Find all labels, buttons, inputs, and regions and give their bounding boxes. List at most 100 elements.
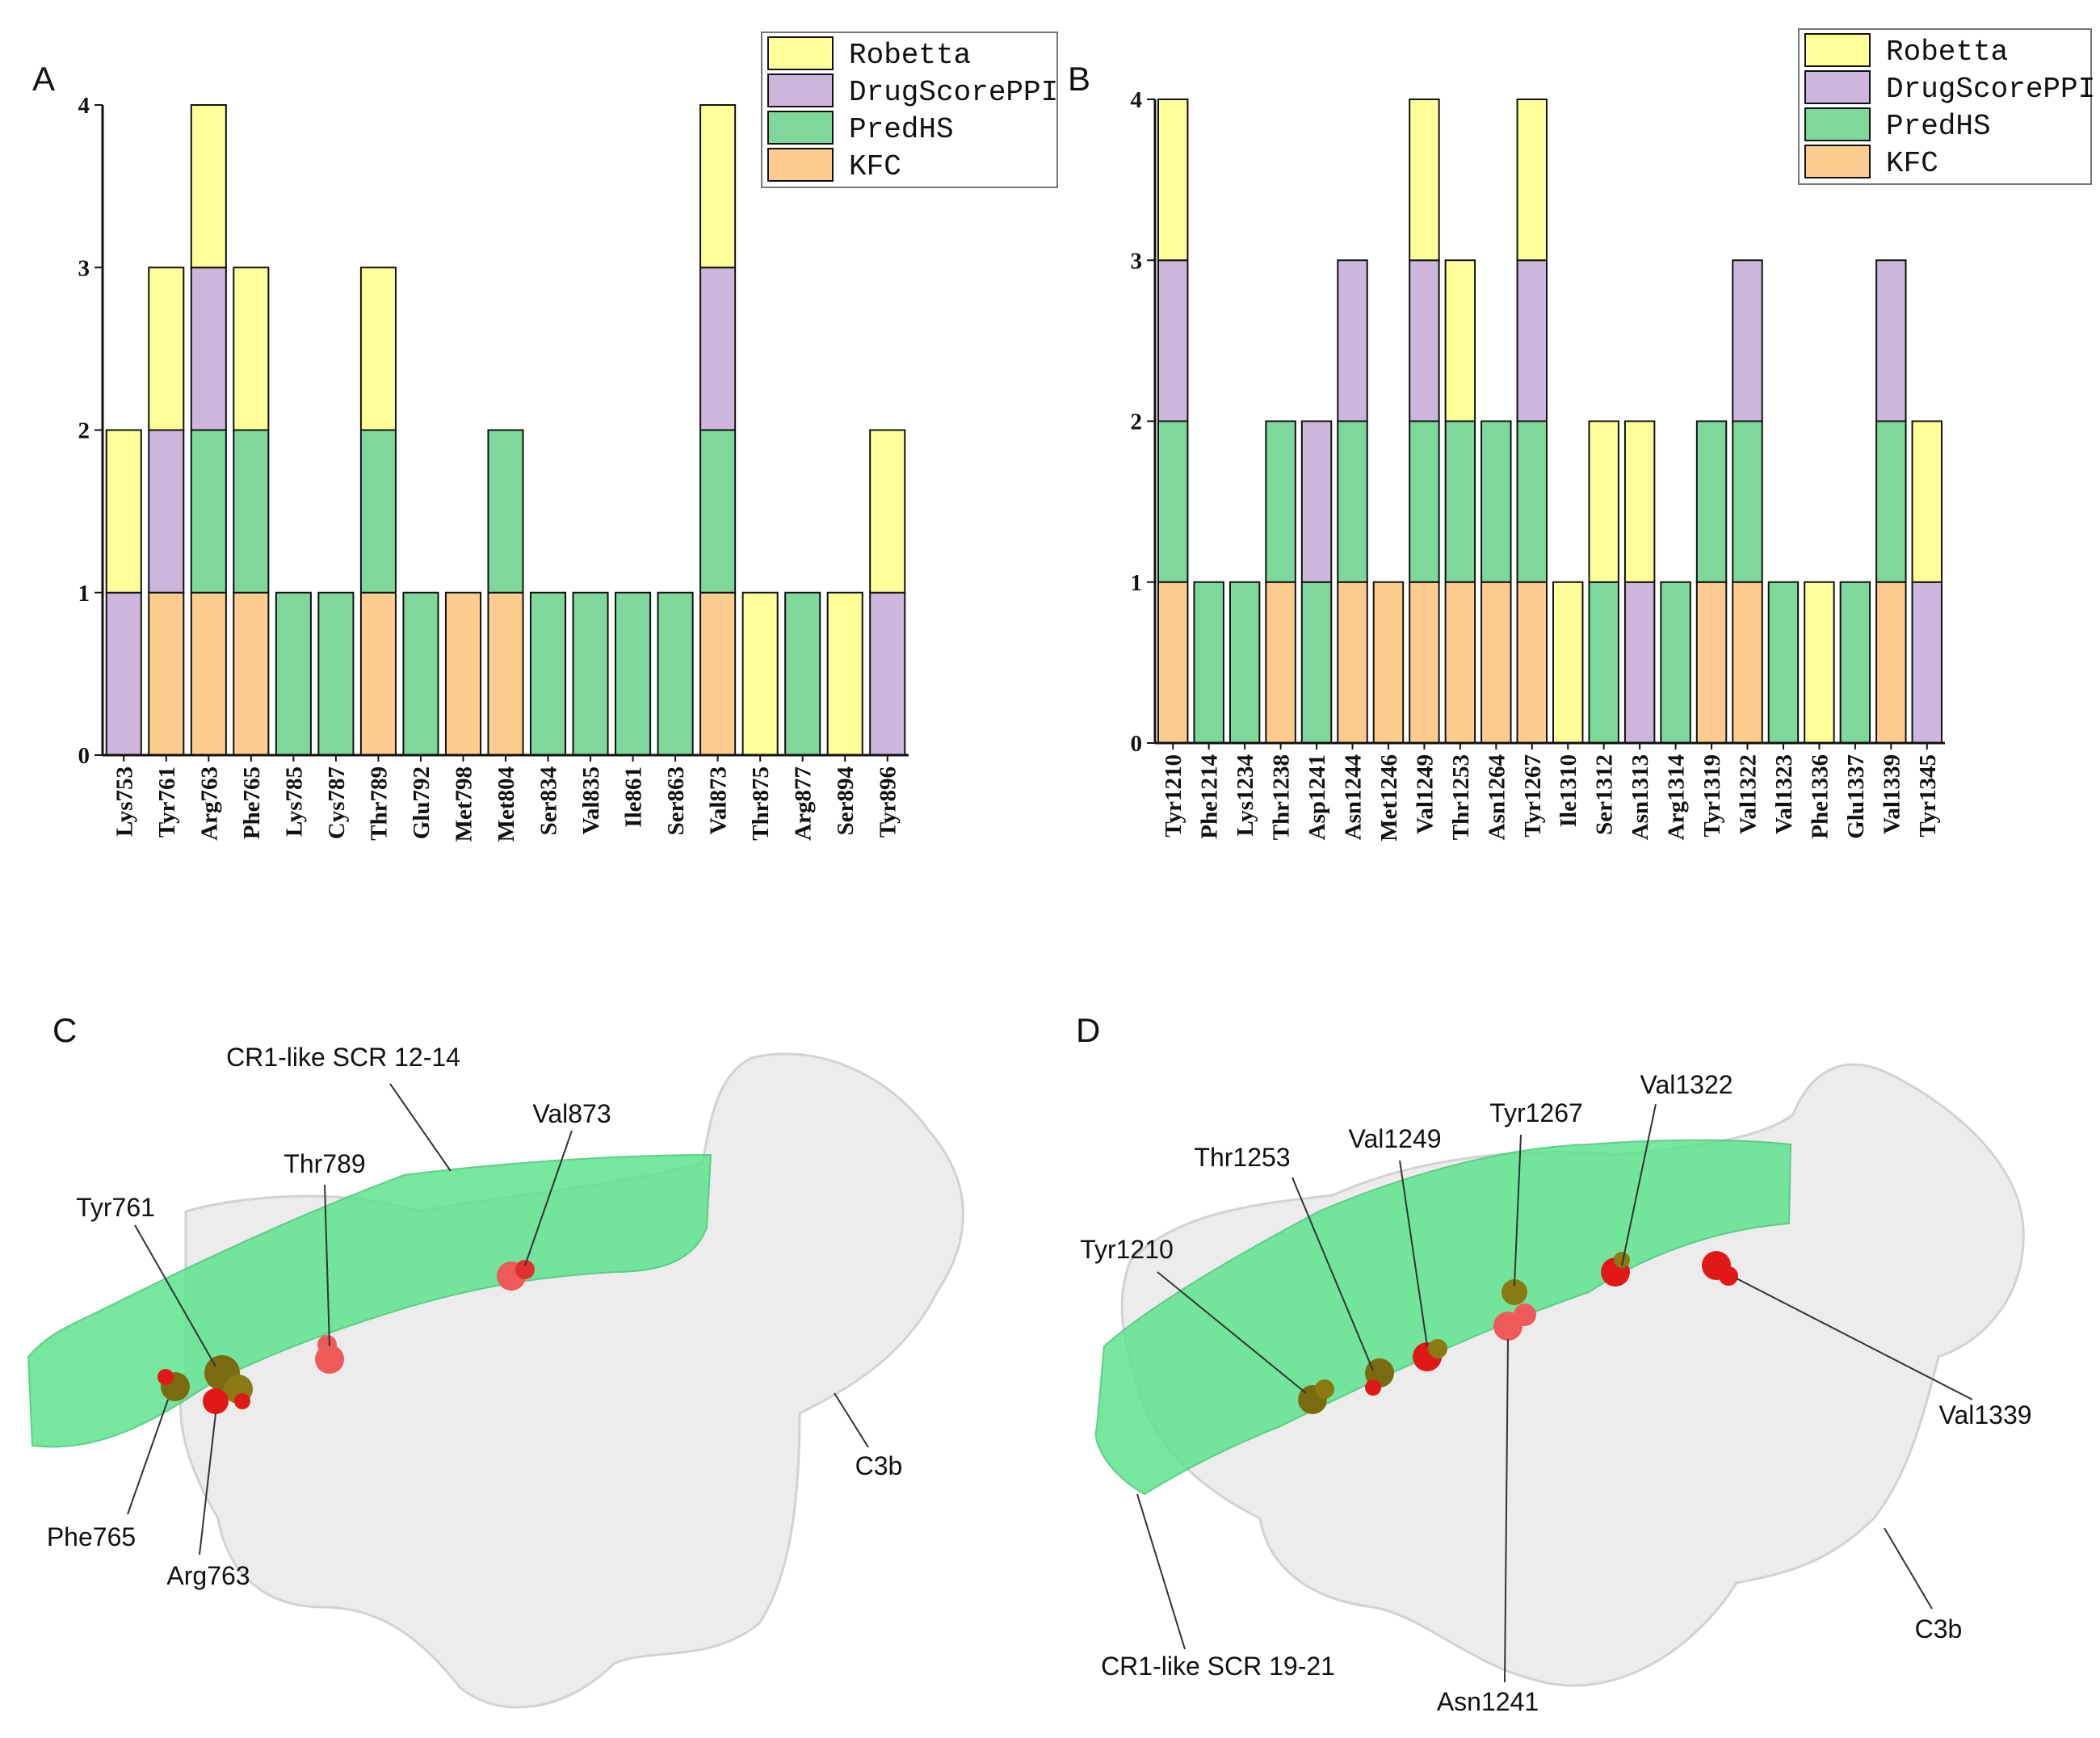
bar-segment-robetta bbox=[359, 267, 397, 431]
bar-segment-kfc bbox=[1732, 581, 1763, 744]
structure-panel-c: CR1-like SCR 12-14 Val873 Thr789 Tyr761 … bbox=[27, 1043, 964, 1709]
bar-segment-robetta bbox=[1588, 420, 1619, 583]
residue-label: Val873 bbox=[532, 1099, 611, 1128]
leader-line bbox=[134, 1224, 216, 1367]
cr1-scr-19-21-surface bbox=[1094, 1139, 1792, 1496]
legend-label: Robetta bbox=[849, 39, 971, 72]
bar-segment-predhs bbox=[1732, 420, 1763, 583]
bar-segment-drugscoreppi bbox=[1516, 259, 1548, 422]
leader-line bbox=[1736, 1278, 1973, 1400]
leader-line bbox=[1884, 1527, 1933, 1610]
residue-label: Thr1253 bbox=[1194, 1143, 1290, 1172]
bar-segment-kfc bbox=[1516, 581, 1548, 744]
leader-line bbox=[1504, 1338, 1509, 1683]
leader-line bbox=[127, 1399, 169, 1515]
x-tick-label: Thr1238 bbox=[1269, 754, 1295, 840]
bar-segment-robetta bbox=[826, 591, 863, 756]
legend-swatch-kfc bbox=[767, 148, 834, 182]
x-tick-label: Tyr1267 bbox=[1520, 754, 1546, 838]
x-tick-label: Tyr1345 bbox=[1915, 754, 1941, 838]
bar-segment-predhs bbox=[615, 591, 652, 756]
bar-segment-drugscoreppi bbox=[1732, 259, 1763, 422]
residue-spheres bbox=[1298, 1251, 1738, 1414]
panel-label-a: A bbox=[32, 60, 55, 98]
x-tick-label: Glu792 bbox=[409, 766, 435, 839]
x-tick-label: Ser834 bbox=[536, 766, 562, 835]
x-tick-label: Thr1253 bbox=[1448, 754, 1474, 840]
residue-label: Tyr761 bbox=[76, 1193, 155, 1222]
leader-line bbox=[834, 1392, 869, 1448]
bar-segment-kfc bbox=[148, 591, 185, 756]
leader-line bbox=[1157, 1271, 1307, 1394]
bar-segment-predhs bbox=[1157, 420, 1189, 583]
y-tick-label: 0 bbox=[1131, 731, 1143, 757]
bar-segment-predhs bbox=[1695, 420, 1728, 583]
x-tick-label: Tyr896 bbox=[876, 766, 901, 838]
y-tick-label: 1 bbox=[78, 581, 90, 607]
x-tick-label: Asn1264 bbox=[1484, 754, 1510, 840]
legend-swatch-drugscoreppi bbox=[1804, 70, 1871, 104]
y-tick-label: 3 bbox=[78, 255, 90, 281]
x-tick-label: Met804 bbox=[494, 766, 519, 842]
structure-panel-d: Thr1253 Val1249 Tyr1267 Val1322 Tyr1210 … bbox=[1080, 1063, 2032, 1716]
leader-line bbox=[1399, 1160, 1428, 1347]
legend-label: Robetta bbox=[1886, 36, 2008, 69]
bar-segment-robetta bbox=[148, 267, 185, 431]
bar-segment-kfc bbox=[190, 591, 227, 756]
bar-segment-predhs bbox=[784, 591, 821, 756]
legend-swatch-robetta bbox=[1804, 33, 1871, 67]
bar-segment-predhs bbox=[190, 429, 227, 594]
x-tick-label: Lys785 bbox=[281, 766, 307, 837]
legend-label: DrugScorePPI bbox=[1886, 73, 2095, 106]
x-tick-label: Phe765 bbox=[239, 766, 265, 839]
bar-segment-predhs bbox=[317, 591, 355, 756]
y-tick-label: 2 bbox=[1131, 409, 1143, 435]
bar-segment-kfc bbox=[359, 591, 397, 756]
bar-segment-kfc bbox=[233, 591, 270, 756]
bar-segment-predhs bbox=[1839, 581, 1871, 744]
bar-segment-drugscoreppi bbox=[1623, 581, 1656, 744]
residue-label: Val1339 bbox=[1938, 1400, 2031, 1429]
chart-a: Lys753 Tyr761 Arg763 Phe765 Lys785 Cys787 Thr7… bbox=[78, 31, 1058, 842]
panel-label-b: B bbox=[1068, 60, 1090, 98]
leader-line bbox=[1136, 1493, 1186, 1650]
y-tick-label: 3 bbox=[1131, 248, 1143, 274]
x-tick-label: Asn1244 bbox=[1341, 754, 1367, 840]
bar-segment-drugscoreppi bbox=[1911, 581, 1942, 744]
leader-line bbox=[524, 1130, 573, 1266]
x-tick-label: Lys1234 bbox=[1233, 754, 1258, 837]
bar-segment-drugscoreppi bbox=[148, 429, 185, 594]
panel-label-d: D bbox=[1076, 1011, 1100, 1049]
residue-label: Asn1241 bbox=[1437, 1687, 1539, 1716]
bar-segment-predhs bbox=[1337, 420, 1368, 583]
bar-segment-predhs bbox=[275, 591, 312, 756]
bar-segment-predhs bbox=[1300, 581, 1333, 744]
bar-segment-drugscoreppi bbox=[1300, 420, 1333, 583]
bar-segment-predhs bbox=[529, 591, 567, 756]
x-tick-label: Ser863 bbox=[663, 766, 689, 835]
residue-label: Phe765 bbox=[47, 1522, 136, 1551]
bar-segment-predhs bbox=[699, 429, 737, 594]
bar-segment-predhs bbox=[657, 591, 694, 756]
bar-segment-predhs bbox=[572, 591, 609, 756]
bar-segment-drugscoreppi bbox=[869, 591, 906, 756]
x-tick-label: Ile861 bbox=[621, 766, 647, 828]
x-tick-label: Val1322 bbox=[1736, 754, 1762, 834]
x-tick-label: Ser894 bbox=[833, 766, 859, 835]
y-tick-label: 4 bbox=[78, 93, 90, 119]
residue-spheres bbox=[158, 1260, 535, 1414]
x-tick-label: Lys753 bbox=[111, 766, 137, 837]
bar-segment-robetta bbox=[1409, 99, 1440, 262]
bar-segment-predhs bbox=[1193, 581, 1224, 744]
x-tick-label: Asn1313 bbox=[1628, 754, 1653, 840]
x-tick-label: Asp1241 bbox=[1304, 754, 1330, 840]
bar-segment-robetta bbox=[105, 429, 142, 594]
target-label: C3b bbox=[855, 1451, 903, 1480]
bar-segment-drugscoreppi bbox=[1875, 259, 1907, 422]
bar-segment-predhs bbox=[487, 429, 524, 594]
residue-label: Val1249 bbox=[1348, 1124, 1441, 1153]
bar-segment-predhs bbox=[402, 591, 439, 756]
bar-segment-predhs bbox=[1767, 581, 1800, 744]
bar-segment-robetta bbox=[1516, 99, 1548, 262]
leader-line bbox=[389, 1083, 452, 1172]
